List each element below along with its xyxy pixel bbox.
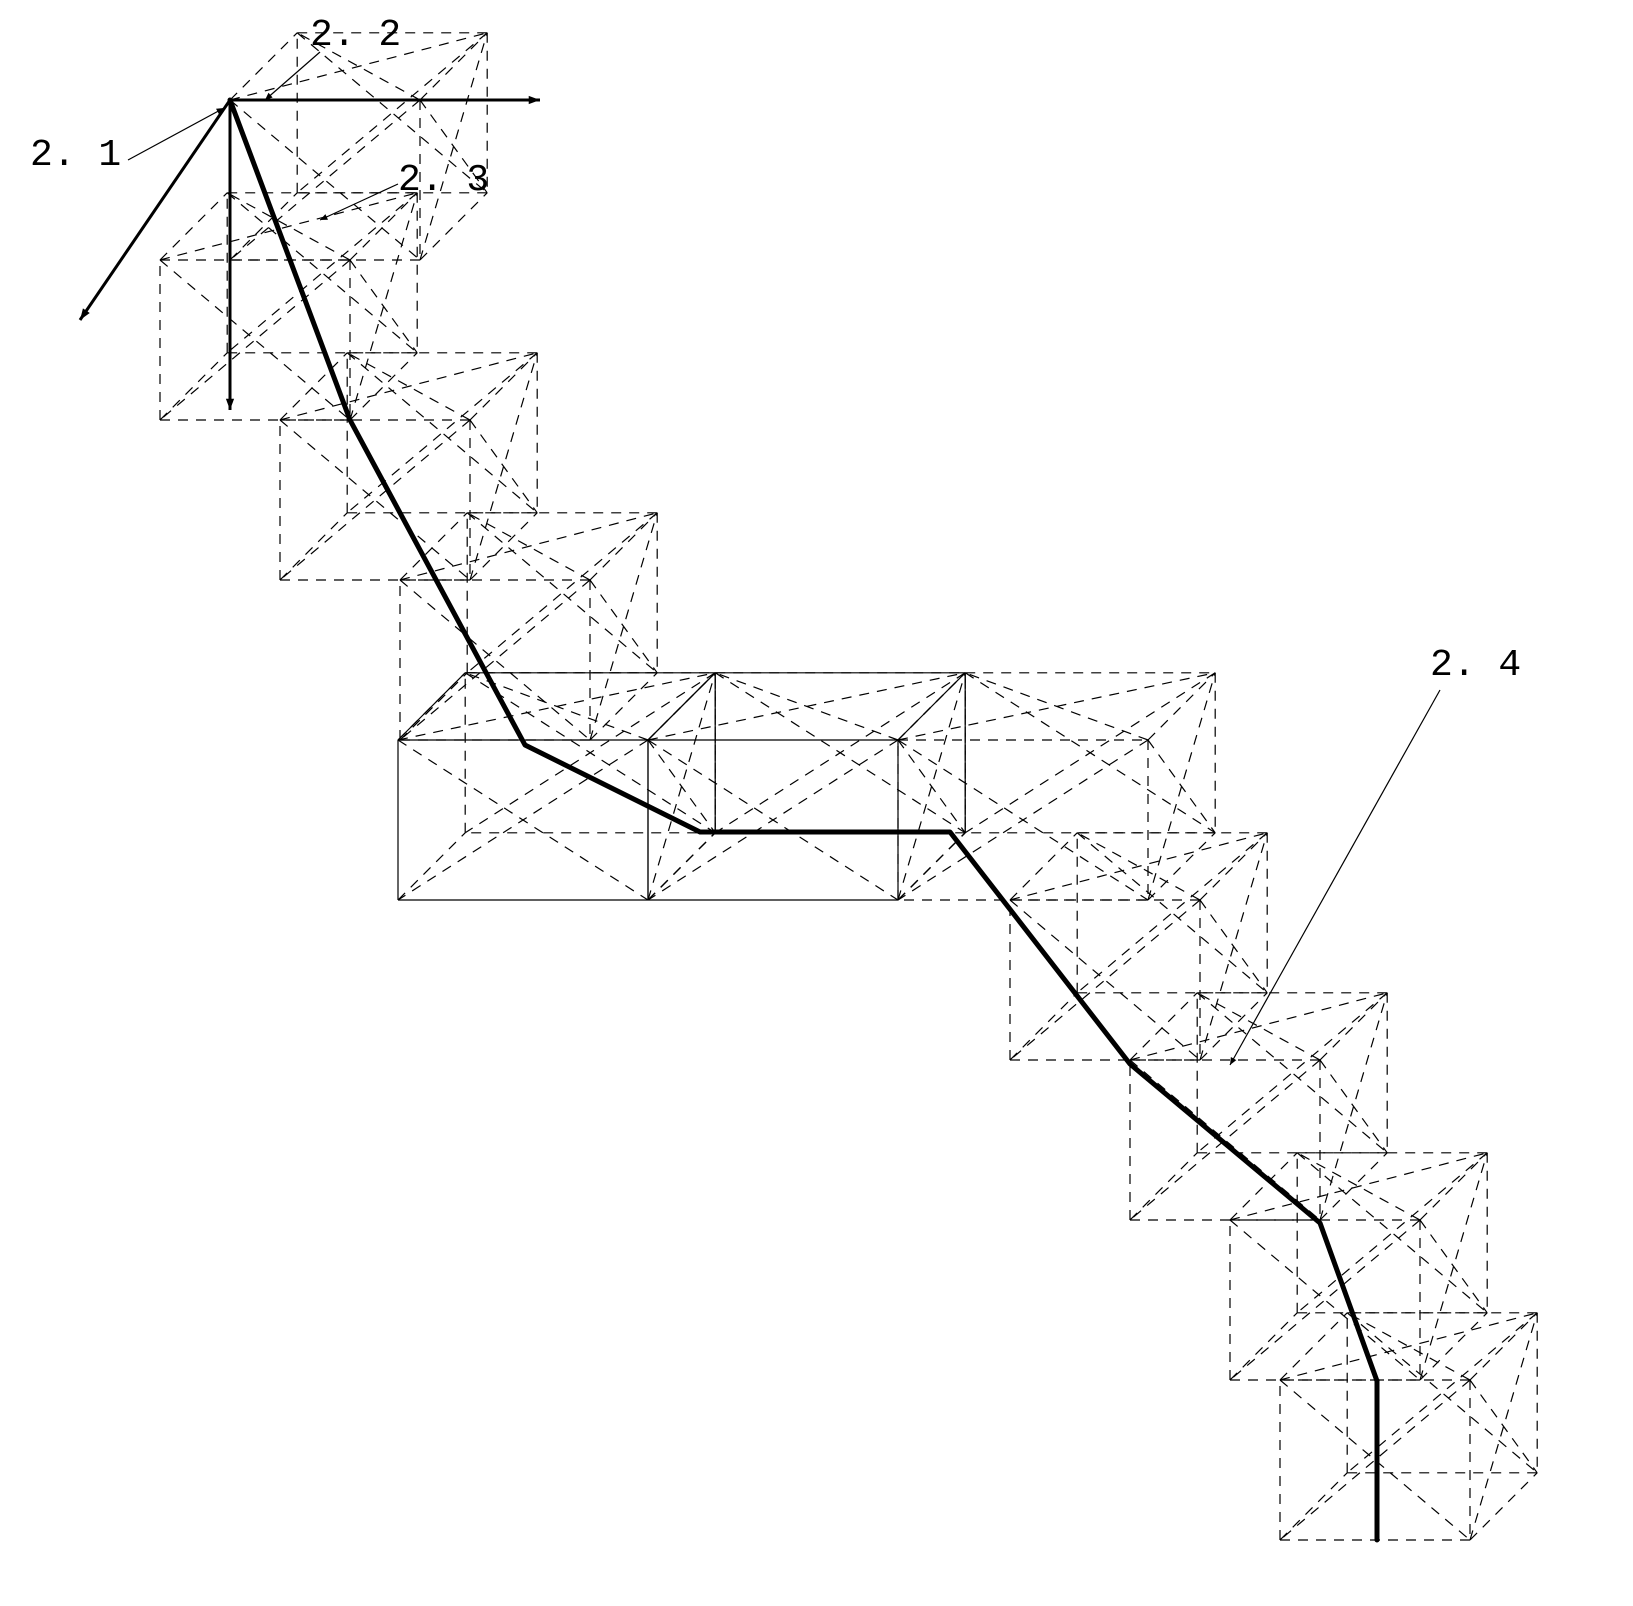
cube-c11 (1280, 1313, 1537, 1540)
cube-c4 (400, 513, 657, 740)
trajectory-line (230, 100, 1377, 1540)
lbl-22: 2. 2 (265, 14, 401, 100)
cube-c9 (1130, 993, 1387, 1220)
lbl-21-text: 2. 1 (30, 134, 121, 177)
cube-c2 (160, 193, 417, 420)
lbl-23: 2. 3 (320, 159, 489, 220)
lbl-23-text: 2. 3 (398, 159, 489, 202)
cube-c3 (280, 353, 537, 580)
cube-c5 (398, 673, 715, 900)
axis-x (230, 96, 540, 104)
cube-c10 (1230, 1153, 1487, 1380)
cube-c6 (648, 673, 965, 900)
diagram-root: 2. 1 2. 2 2. 3 2. 4 (0, 0, 1633, 1606)
cube-c8 (1010, 833, 1267, 1060)
axis-y (80, 100, 230, 320)
lbl-24-text: 2. 4 (1430, 644, 1521, 687)
lbl-21: 2. 1 (30, 108, 224, 177)
cube-c7 (898, 673, 1215, 900)
lbl-22-text: 2. 2 (310, 14, 401, 57)
lbl-24: 2. 4 (1230, 644, 1521, 1065)
cube-c1 (230, 33, 487, 260)
